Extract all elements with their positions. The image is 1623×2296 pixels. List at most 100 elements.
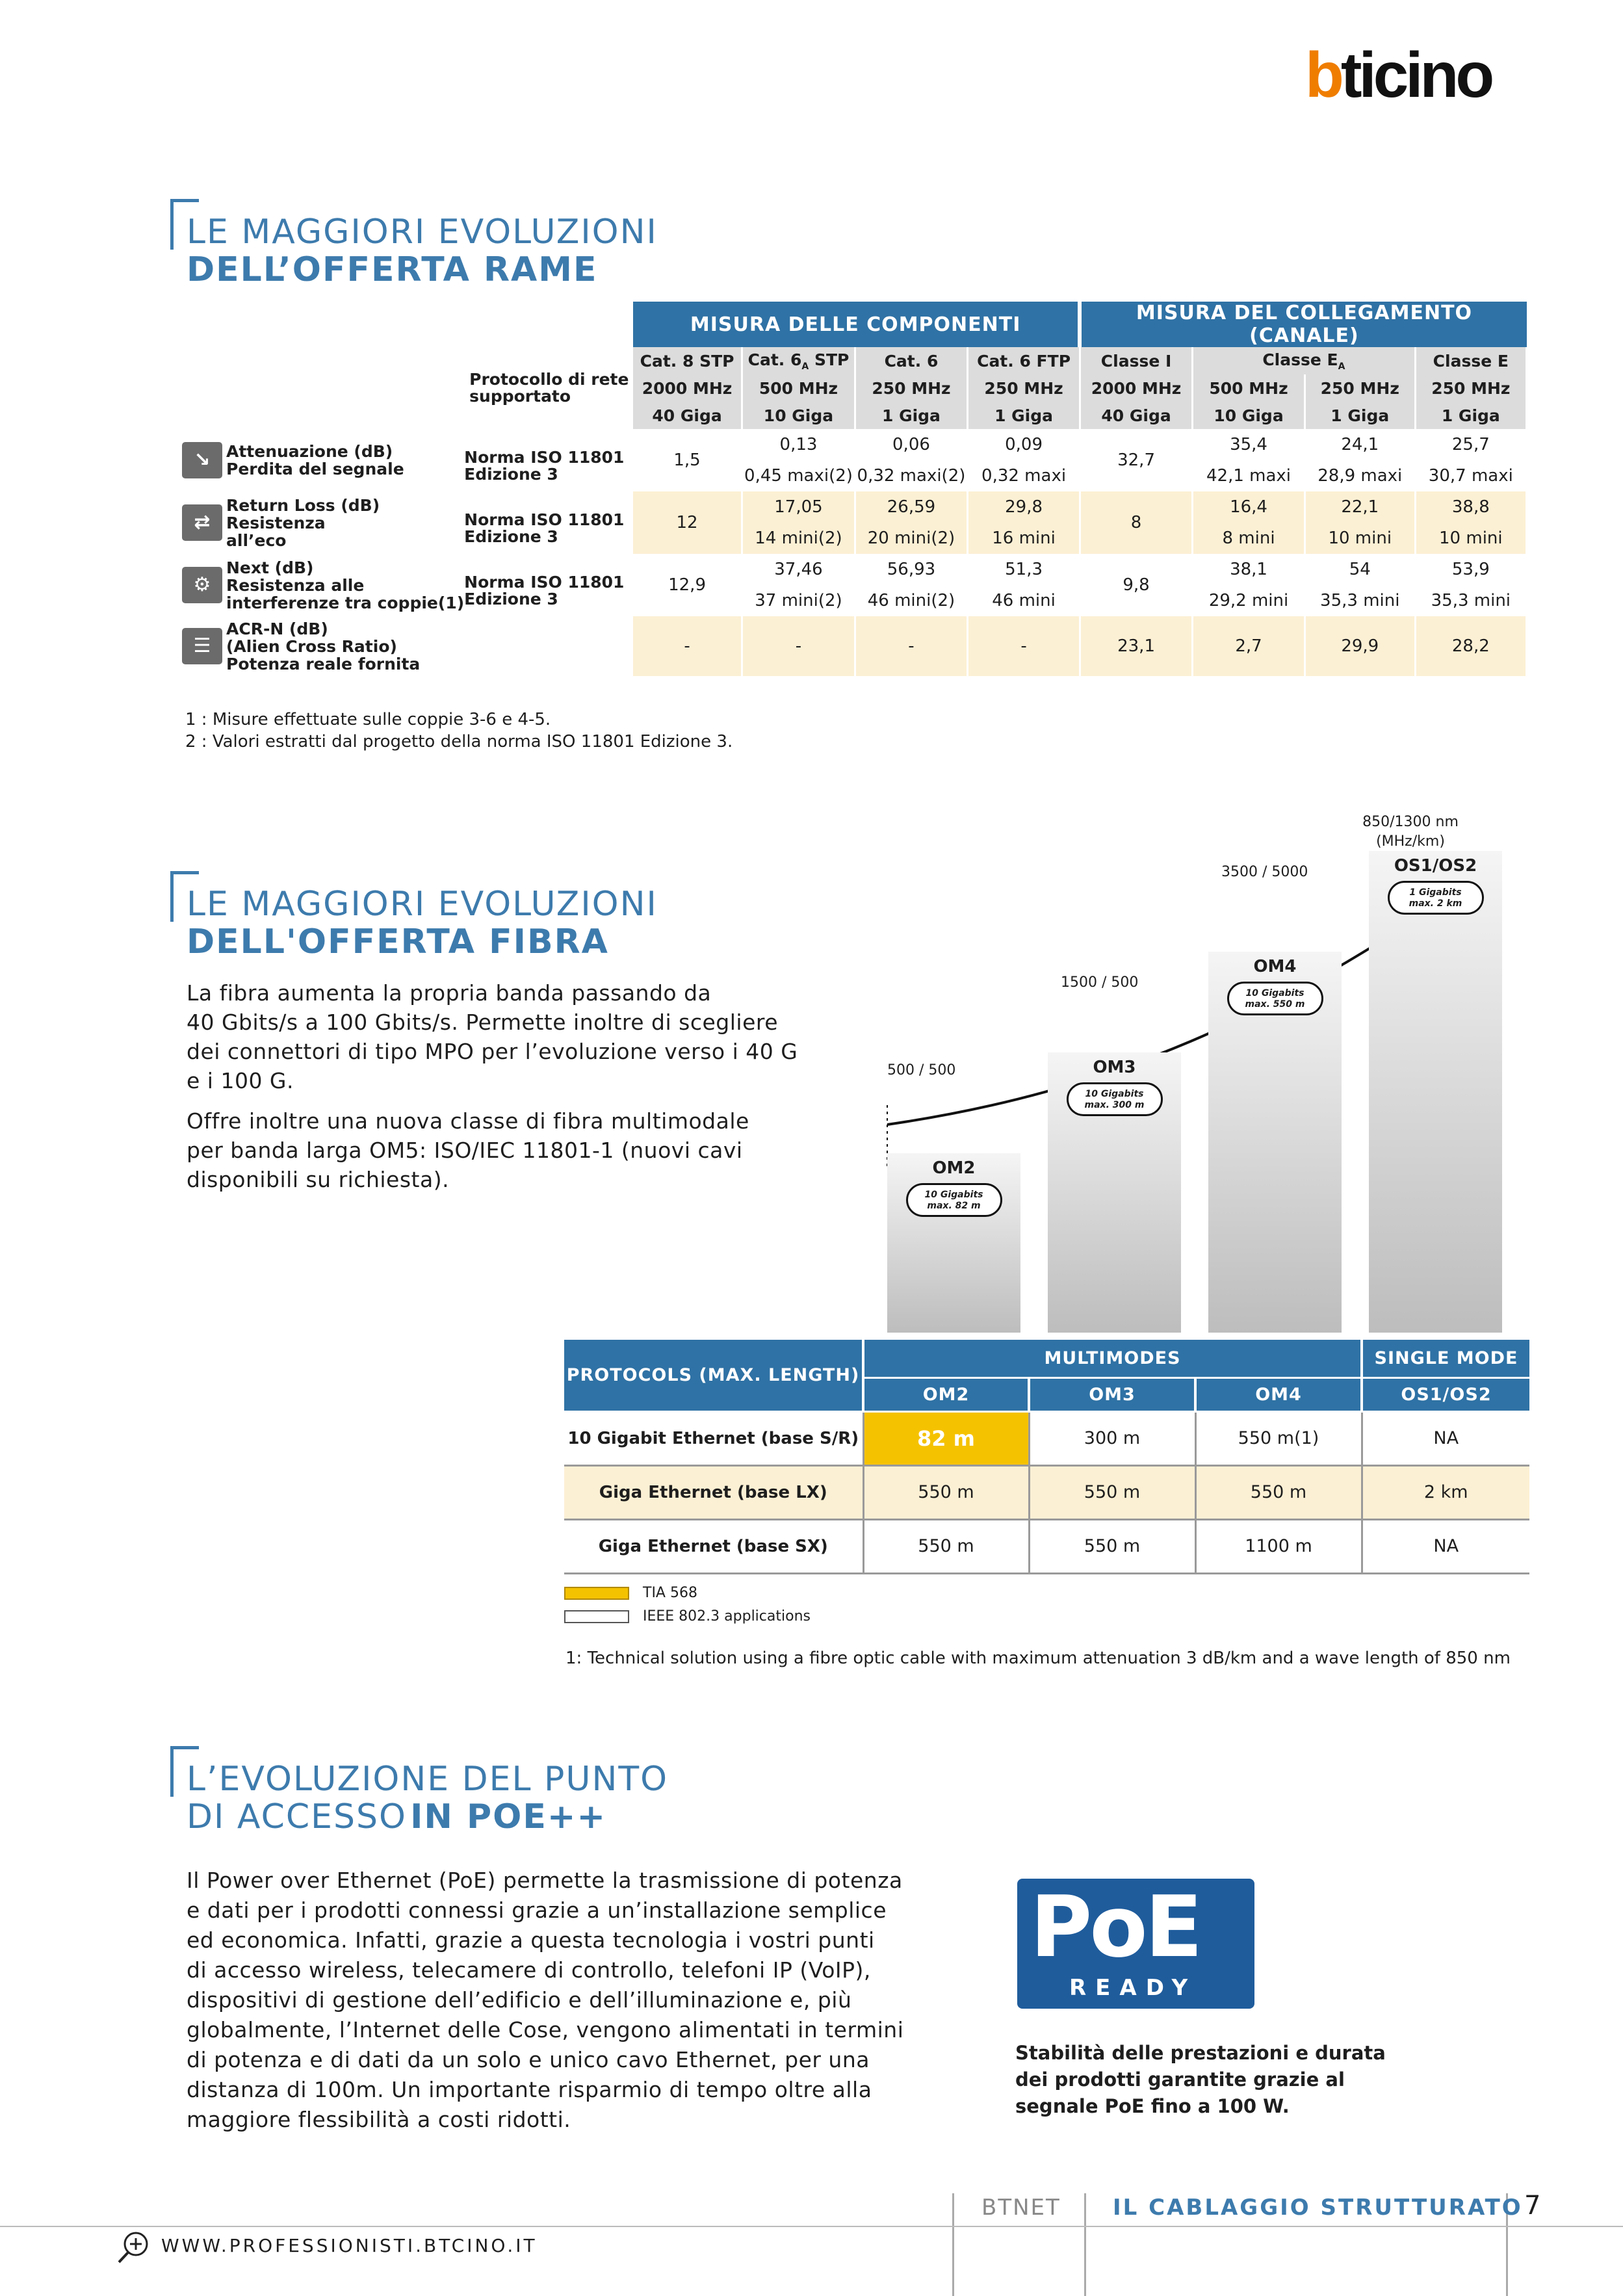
bar-om3: OM3 10 Gigabits max. 300 m	[1048, 1052, 1181, 1333]
text-line: di accesso wireless, telecamere di contr…	[187, 1957, 871, 1983]
section-bracket	[170, 1746, 199, 1797]
singlemode-header: SINGLE MODE	[1362, 1340, 1529, 1379]
col-cat: Classe EA	[1192, 347, 1416, 374]
text-line: maggiore flessibilità a costi ridotti.	[187, 2107, 571, 2132]
text-line: ed economica. Infatti, grazie a questa t…	[187, 1927, 875, 1953]
col-freq: 500 MHz	[742, 374, 856, 402]
footer-rule	[0, 2226, 1623, 2227]
fiber-footnote: 1: Technical solution using a fibre opti…	[565, 1649, 1511, 1668]
value-cell: 35,4	[1192, 429, 1306, 460]
text-line: 40 Gbits/s a 100 Gbits/s. Permette inolt…	[187, 1010, 779, 1035]
row-icon: ↘	[182, 442, 222, 478]
norm-line: Norma ISO 11801	[464, 510, 625, 529]
pill-line: max. 2 km	[1409, 898, 1462, 909]
poe-ready-logo: PoE READY	[1017, 1879, 1254, 2009]
bandwidth-value: 3500 / 5000	[1221, 864, 1308, 881]
bandwidth-value: 500 / 500	[887, 1062, 956, 1079]
bar-label: OS1/OS2	[1394, 856, 1477, 876]
label-line: Attenuazione (dB)	[226, 442, 393, 461]
row-icon: ⚙	[182, 567, 222, 603]
value-cell: 46 mini	[967, 585, 1081, 616]
value-cell: 30,7 maxi	[1415, 460, 1528, 491]
value-cell: 29,2 mini	[1192, 585, 1306, 616]
value-cell: 20 mini(2)	[855, 523, 969, 554]
row-icon: ⇄	[182, 504, 222, 541]
value-cell: 0,13	[742, 429, 856, 460]
footer-divider	[952, 2193, 954, 2296]
footer-website[interactable]: WWW.PROFESSIONISTI.BTCINO.IT	[161, 2235, 538, 2256]
value-cell: 37,46	[742, 554, 856, 585]
om3-header: OM3	[1029, 1377, 1197, 1413]
text-line: dei connettori di tipo MPO per l’evoluzi…	[187, 1039, 798, 1064]
value-cell: 28,9 maxi	[1305, 460, 1416, 491]
text-line: disponibili su richiesta).	[187, 1167, 450, 1192]
bar-label: OM2	[932, 1158, 976, 1179]
value-cell: 0,45 maxi(2)	[742, 460, 856, 491]
col-speed: 10 Giga	[742, 402, 856, 429]
value-cell: 9,8	[1080, 554, 1194, 616]
row-icon: ☰	[182, 628, 222, 664]
caption-line: Stabilità delle prestazioni e durata	[1015, 2042, 1386, 2064]
col-cat: Cat. 6	[855, 347, 969, 374]
copper-note-2: 2 : Valori estratti dal progetto della n…	[185, 732, 733, 751]
copper-title-light: LE MAGGIORI EVOLUZIONI	[187, 213, 658, 252]
pill-line: max. 550 m	[1245, 999, 1305, 1010]
caption-line: dei prodotti garantite grazie al	[1015, 2068, 1345, 2091]
plus-plus-icon: + +	[1199, 1868, 1256, 1954]
value-cell: 8	[1080, 491, 1194, 554]
col-freq: 250 MHz	[1305, 374, 1416, 402]
value-cell: 53,9	[1415, 554, 1528, 585]
length-cell: 550 m	[863, 1519, 1030, 1574]
value-cell: 54	[1305, 554, 1416, 585]
value-cell: 32,7	[1080, 429, 1194, 491]
legend-ieee-label: IEEE 802.3 applications	[643, 1608, 811, 1624]
norm-label: Norma ISO 11801 Edizione 3	[464, 429, 633, 491]
text-line: globalmente, l’Internet delle Cose, veng…	[187, 2017, 904, 2042]
label-line: (Alien Cross Ratio)	[226, 636, 397, 656]
group-channel: MISURA DEL COLLEGAMENTO (CANALE)	[1078, 302, 1527, 347]
label-line: all’eco	[226, 530, 287, 550]
om2-header: OM2	[863, 1377, 1030, 1413]
value-cell: 35,3 mini	[1305, 585, 1416, 616]
value-cell: 12	[632, 491, 744, 554]
copper-note-1: 1 : Misure effettuate sulle coppie 3-6 e…	[185, 710, 551, 729]
text-line: Il Power over Ethernet (PoE) permette la…	[187, 1868, 903, 1893]
col-freq: 500 MHz	[1192, 374, 1306, 402]
speed-pill: 10 Gigabits max. 82 m	[905, 1183, 1002, 1218]
length-cell: NA	[1362, 1411, 1529, 1467]
length-cell: 550 m	[1029, 1519, 1197, 1574]
group-components: MISURA DELLE COMPONENTI	[632, 302, 1080, 347]
value-cell: 17,05	[742, 491, 856, 523]
legend-ieee: IEEE 802.3 applications	[564, 1608, 811, 1624]
footer-chapter: IL CABLAGGIO STRUTTURATO	[1113, 2195, 1523, 2221]
bar-label: OM4	[1253, 957, 1297, 977]
multimodes-header: MULTIMODES	[863, 1340, 1363, 1379]
poe-caption: Stabilità delle prestazioni e durata dei…	[1015, 2040, 1386, 2120]
footer-section: BTNET	[981, 2195, 1061, 2221]
pill-line: 10 Gigabits	[1085, 1089, 1144, 1100]
bandwidth-line: 850/1300 nm	[1362, 814, 1459, 830]
bar-label: OM3	[1093, 1058, 1136, 1078]
section-bracket	[170, 199, 199, 250]
footer-divider	[1506, 2193, 1508, 2296]
protocol-name: 10 Gigabit Ethernet (base S/R)	[564, 1411, 864, 1467]
protocol-name: Giga Ethernet (base LX)	[564, 1465, 864, 1520]
poe-logo-word: PoE	[1030, 1877, 1202, 1976]
poe-paragraph: Il Power over Ethernet (PoE) permette la…	[187, 1866, 903, 2135]
bar-os1-os2: OS1/OS2 1 Gigabits max. 2 km	[1369, 851, 1502, 1333]
value-cell: 14 mini(2)	[742, 523, 856, 554]
poe-logo-ready: READY	[1069, 1975, 1197, 2001]
pill-line: 1 Gigabits	[1409, 887, 1462, 898]
copper-title-bold: DELL’OFFERTA RAME	[187, 250, 598, 289]
length-cell: NA	[1362, 1519, 1529, 1574]
length-cell: 550 m	[1195, 1465, 1363, 1520]
legend-swatch-ieee	[564, 1610, 629, 1623]
norm-line: Norma ISO 11801	[464, 448, 625, 467]
col-cat: Classe E	[1415, 347, 1528, 374]
pill-line: max. 82 m	[927, 1201, 981, 1212]
col-speed: 1 Giga	[1415, 402, 1528, 429]
value-cell: 0,09	[967, 429, 1081, 460]
pill-line: max. 300 m	[1084, 1100, 1145, 1111]
page-number: 7	[1524, 2191, 1541, 2221]
